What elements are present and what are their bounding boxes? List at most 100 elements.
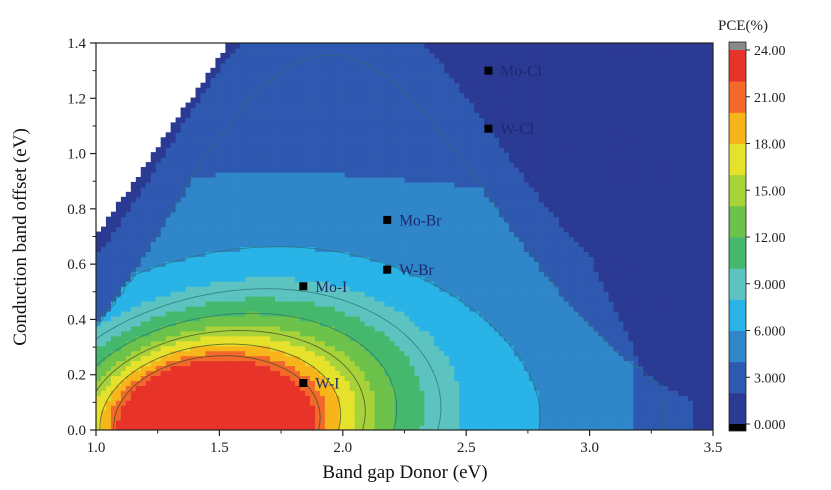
heatmap-cell — [314, 172, 321, 178]
heatmap-cell — [404, 261, 411, 267]
heatmap-cell — [140, 335, 147, 342]
heatmap-cell — [155, 370, 162, 377]
heatmap-cell — [300, 82, 306, 89]
heatmap-cell — [290, 147, 296, 153]
heatmap-cell — [175, 147, 182, 153]
heatmap-cell — [364, 231, 371, 238]
heatmap-cell — [429, 221, 435, 228]
heatmap-cell — [235, 390, 241, 396]
heatmap-cell — [404, 375, 411, 381]
heatmap-cell — [275, 201, 281, 208]
heatmap-cell — [389, 305, 396, 312]
heatmap-cell — [324, 400, 331, 406]
heatmap-cell — [245, 266, 251, 272]
heatmap-cell — [319, 350, 326, 357]
heatmap-cell — [300, 43, 306, 49]
heatmap-cell — [344, 201, 351, 208]
heatmap-cell — [135, 256, 142, 262]
heatmap-cell — [439, 57, 445, 64]
heatmap-cell — [354, 102, 361, 109]
heatmap-cell — [414, 425, 421, 430]
heatmap-cell — [444, 315, 450, 322]
heatmap-cell — [210, 172, 217, 178]
heatmap-cell — [300, 355, 306, 362]
heatmap-cell — [379, 251, 386, 257]
heatmap-cell — [245, 236, 251, 243]
heatmap-cell — [344, 360, 351, 367]
heatmap-cell — [235, 201, 241, 208]
heatmap-cell — [260, 211, 266, 218]
heatmap-cell — [230, 301, 236, 307]
heatmap-cell — [280, 410, 286, 416]
heatmap-cell — [399, 261, 406, 267]
heatmap-cell — [304, 47, 311, 54]
heatmap-cell — [170, 236, 177, 243]
heatmap-cell — [434, 395, 440, 401]
heatmap-cell — [419, 385, 426, 391]
heatmap-cell — [230, 196, 236, 203]
heatmap-cell — [250, 420, 256, 426]
heatmap-cell — [290, 296, 296, 302]
heatmap-cell — [304, 370, 311, 377]
heatmap-cell — [225, 57, 231, 64]
heatmap-cell — [220, 216, 226, 223]
heatmap-cell — [170, 271, 177, 277]
heatmap-cell — [409, 57, 416, 64]
heatmap-cell — [399, 365, 406, 372]
heatmap-cell — [374, 330, 381, 337]
heatmap-cell — [245, 365, 251, 372]
heatmap-cell — [304, 191, 311, 198]
heatmap-cell — [205, 112, 212, 119]
heatmap-cell — [130, 271, 137, 277]
heatmap-cell — [165, 256, 172, 262]
heatmap-cell — [280, 211, 286, 218]
heatmap-cell — [324, 221, 331, 228]
heatmap-cell — [439, 201, 445, 208]
heatmap-cell — [369, 211, 376, 218]
heatmap-cell — [230, 82, 236, 89]
heatmap-cell — [205, 181, 212, 188]
heatmap-cell — [100, 261, 107, 267]
heatmap-cell — [359, 415, 366, 421]
heatmap-cell — [295, 340, 301, 347]
heatmap-cell — [280, 415, 286, 421]
heatmap-cell — [275, 97, 281, 104]
heatmap-cell — [120, 385, 127, 391]
heatmap-cell — [414, 82, 421, 89]
heatmap-cell — [424, 320, 430, 327]
heatmap-cell — [434, 162, 440, 168]
heatmap-cell — [260, 420, 266, 426]
heatmap-cell — [409, 320, 416, 327]
heatmap-cell — [324, 236, 331, 243]
heatmap-cell — [429, 335, 435, 342]
heatmap-cell — [210, 330, 217, 337]
heatmap-cell — [329, 211, 336, 218]
heatmap-cell — [115, 405, 122, 411]
heatmap-cell — [349, 112, 356, 119]
heatmap-cell — [120, 291, 127, 297]
heatmap-cell — [100, 340, 107, 347]
heatmap-cell — [245, 82, 251, 89]
heatmap-cell — [175, 127, 182, 133]
heatmap-cell — [429, 365, 435, 372]
heatmap-cell — [354, 117, 361, 123]
heatmap-cell — [100, 231, 107, 238]
heatmap-cell — [394, 340, 401, 347]
heatmap-cell — [265, 107, 271, 114]
heatmap-cell — [290, 127, 296, 133]
heatmap-cell — [96, 415, 102, 421]
heatmap-cell — [145, 420, 152, 426]
heatmap-cell — [444, 410, 450, 416]
heatmap-cell — [285, 305, 291, 312]
heatmap-cell — [165, 132, 172, 138]
heatmap-cell — [409, 385, 416, 391]
heatmap-cell — [349, 92, 356, 99]
heatmap-cell — [275, 276, 281, 282]
heatmap-cell — [190, 191, 197, 198]
heatmap-cell — [220, 330, 226, 337]
heatmap-cell — [374, 360, 381, 367]
heatmap-cell — [404, 251, 411, 257]
heatmap-cell — [275, 142, 281, 148]
heatmap-cell — [419, 82, 426, 89]
heatmap-cell — [389, 157, 396, 163]
